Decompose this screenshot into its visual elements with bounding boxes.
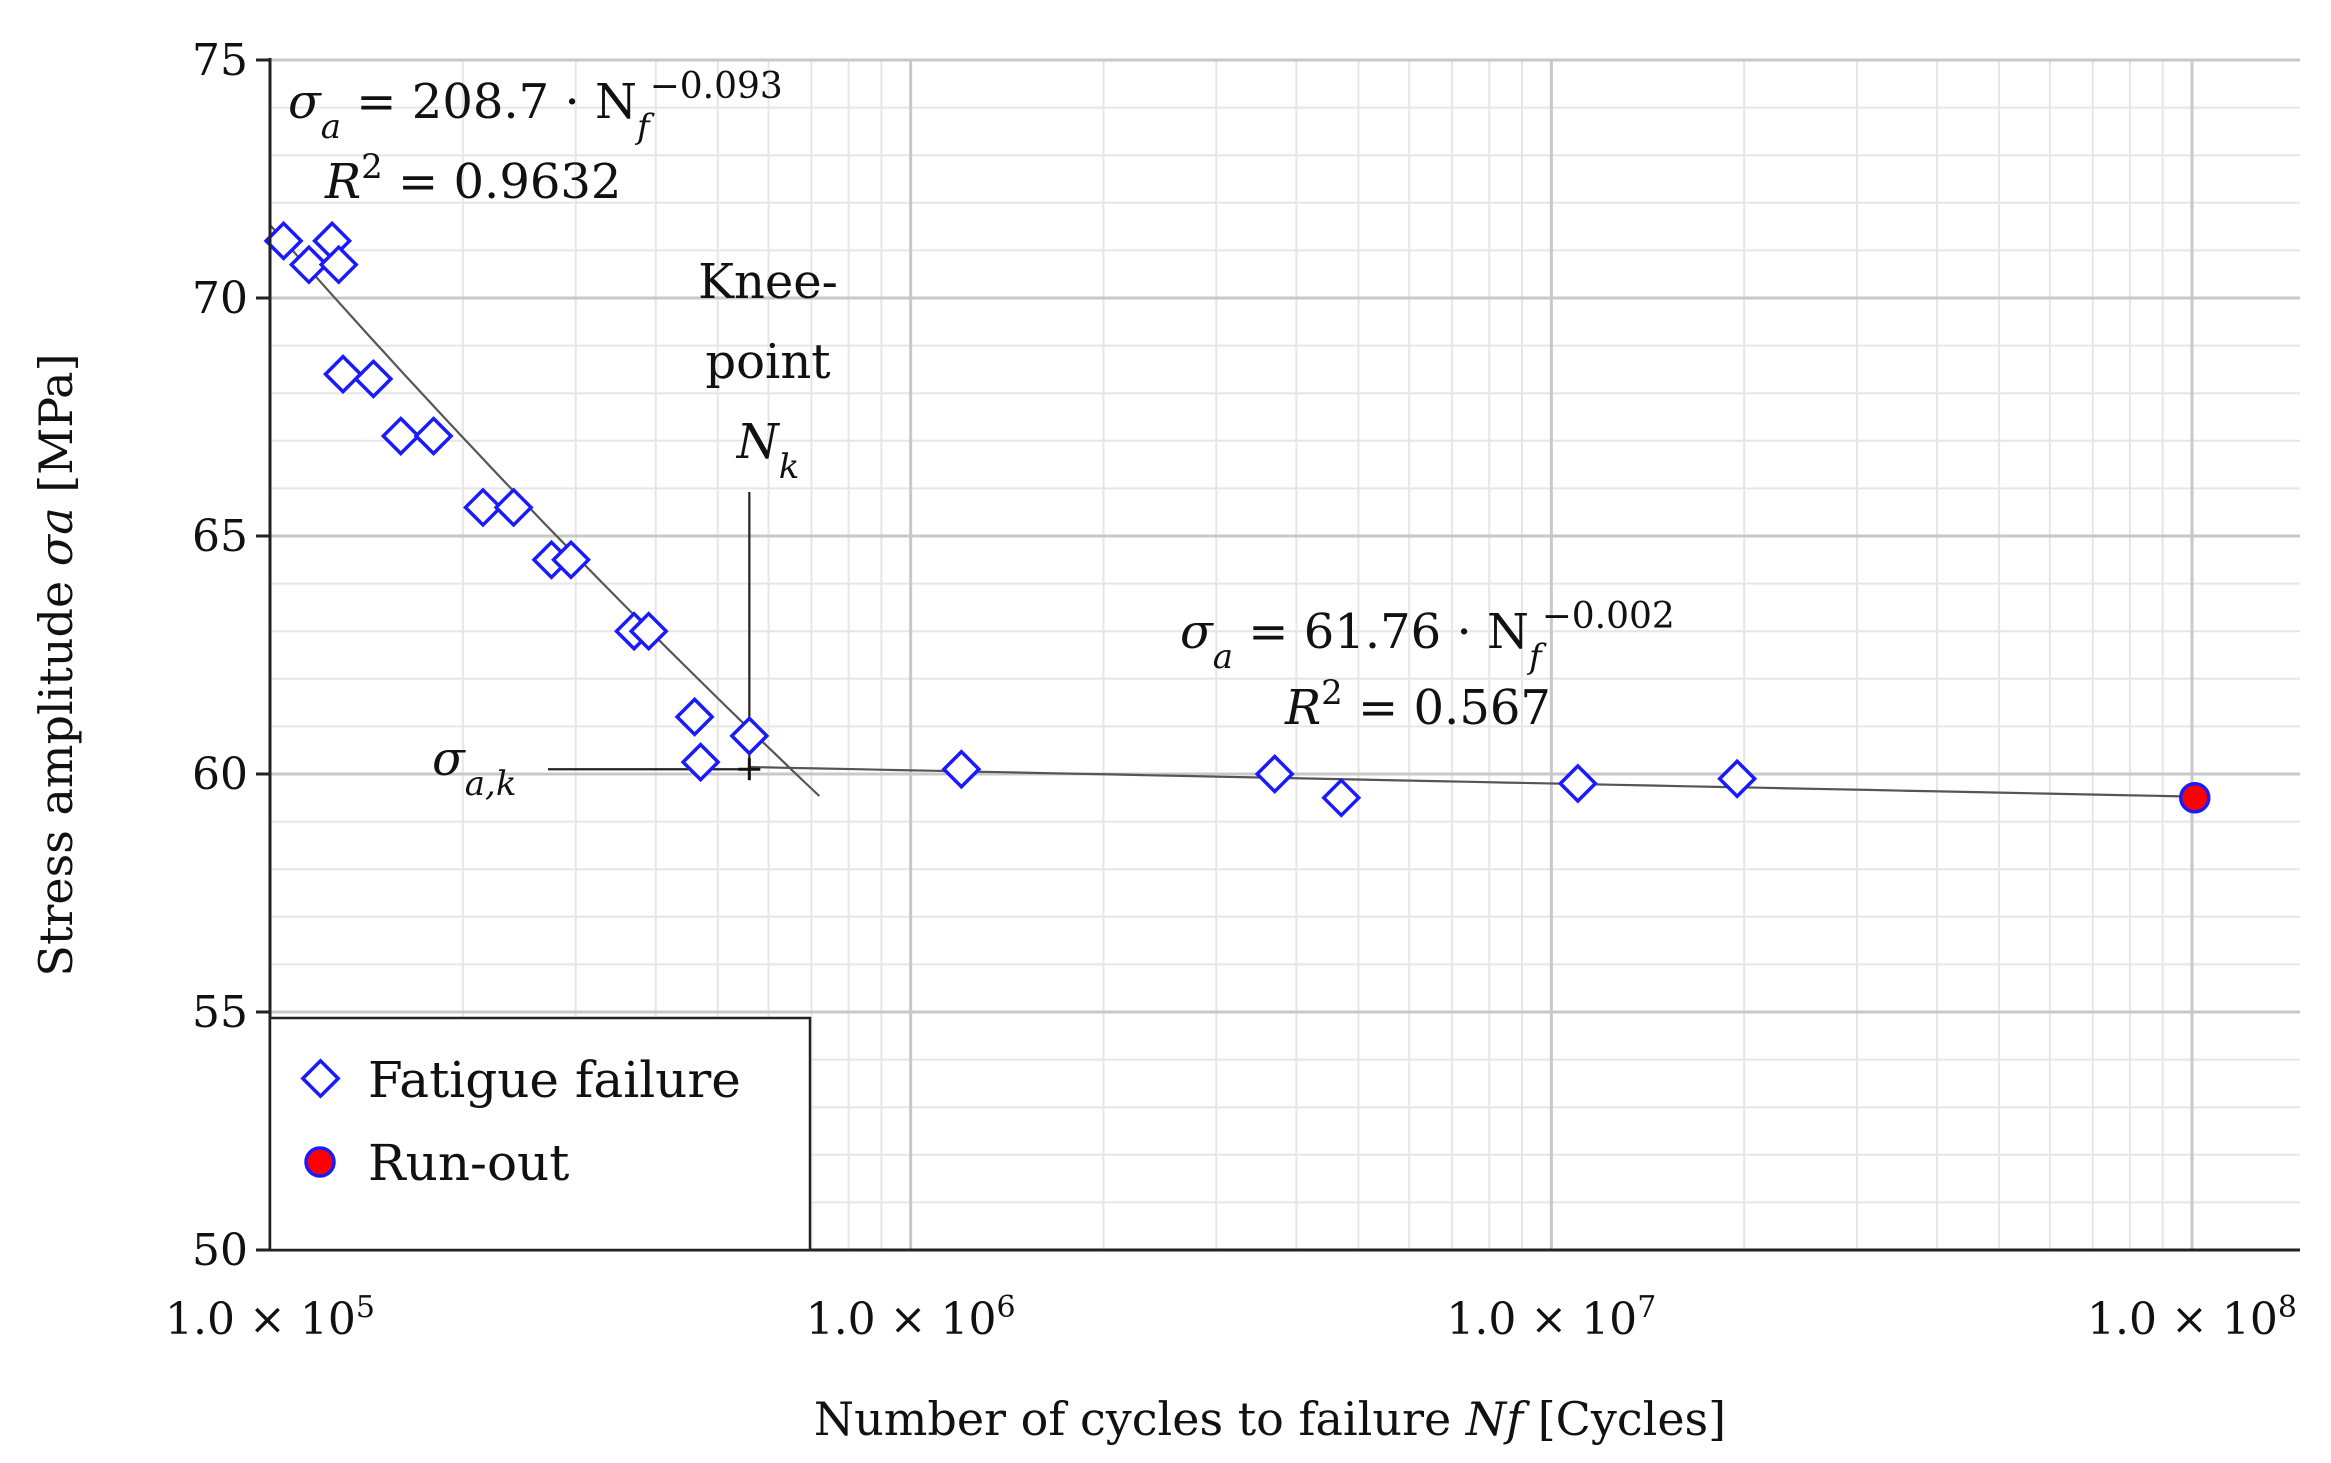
fatigue-failure-point <box>493 487 534 528</box>
y-tick-label: 70 <box>192 273 248 324</box>
fatigue-failure-point <box>263 220 304 261</box>
y-tick-label: 60 <box>192 749 248 800</box>
legend-circle-marker <box>304 1146 336 1178</box>
data-points <box>263 220 2211 818</box>
legend-box <box>268 1016 812 1252</box>
y-tick-label: 55 <box>192 987 248 1038</box>
fatigue-failure-point <box>353 358 394 399</box>
knee-label-line-1: Knee- <box>698 254 838 310</box>
fatigue-failure-point <box>1254 754 1295 794</box>
y-tick-label: 65 <box>192 511 248 562</box>
y-axis-title: Stress amplitude σa [MPa] <box>29 353 83 976</box>
fatigue-failure-point <box>1717 758 1758 799</box>
fatigue-failure-point <box>413 416 454 457</box>
fatigue-failure-point <box>380 416 421 457</box>
legend-label-runout: Run-out <box>368 1134 569 1192</box>
y-tick-label: 50 <box>192 1225 248 1276</box>
fatigue-failure-point <box>1557 763 1598 804</box>
fatigue-failure-point <box>628 611 669 652</box>
fit-1-equation: σa = 208.7 · Nf−0.093 <box>288 66 783 148</box>
trend-lines <box>269 224 2193 798</box>
legend-diamond-marker <box>300 1058 341 1099</box>
knee-nk-label: Nk <box>736 414 800 487</box>
run-out-point <box>2179 782 2211 814</box>
fatigue-failure-point <box>674 696 715 737</box>
legend-label-fatigue: Fatigue failure <box>368 1051 741 1109</box>
sigma-ak-label: σa,k <box>432 731 516 804</box>
x-axis-title: Number of cycles to failure Nf [Cycles] <box>814 1392 1726 1446</box>
fatigue-failure-point <box>1321 777 1362 818</box>
major-gridlines <box>270 58 2300 1250</box>
fatigue-failure-point <box>941 749 982 790</box>
fit-1-r2: R2 = 0.9632 <box>324 147 621 210</box>
x-tick-label: 1.0 × 108 <box>2087 1290 2297 1346</box>
fatigue-failure-point <box>551 539 591 580</box>
legend: Fatigue failure Run-out <box>268 1016 812 1252</box>
fatigue-failure-point <box>323 354 363 395</box>
y-tick-label: 75 <box>192 35 248 86</box>
fatigue-failure-point <box>318 244 359 285</box>
fit-2-equation: σa = 61.76 · Nf−0.002 <box>1180 596 1675 678</box>
fatigue-failure-point <box>680 742 721 783</box>
fatigue-failure-point <box>288 244 329 285</box>
fit-2-r2: R2 = 0.567 <box>1284 673 1551 736</box>
trend-line-2 <box>749 765 2193 798</box>
tick-labels: 50 55 60 65 70 75 1.0 × 105 1.0 × 106 1.0 × 107 1… <box>165 35 2297 1345</box>
knee-label-line-2: point <box>705 334 830 390</box>
minor-gridlines <box>270 60 2300 1250</box>
fatigue-failure-point <box>729 715 770 756</box>
x-tick-label: 1.0 × 106 <box>806 1290 1016 1346</box>
fatigue-failure-point <box>463 487 503 528</box>
x-tick-label: 1.0 × 107 <box>1446 1290 1656 1346</box>
trend-line-1 <box>269 224 821 797</box>
x-tick-label: 1.0 × 105 <box>165 1290 375 1346</box>
